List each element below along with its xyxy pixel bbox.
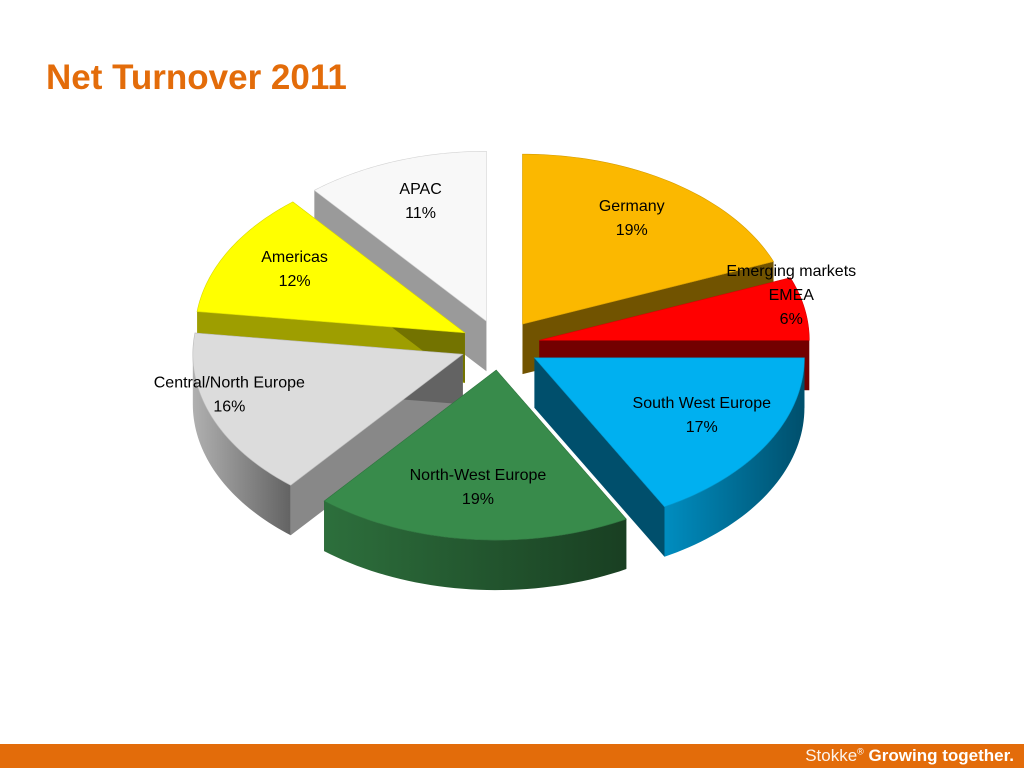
pie-value-label-emerging-markets-emea: 6% bbox=[780, 311, 803, 328]
pie-slice-cut-face-south-west-europe bbox=[534, 357, 665, 557]
pie-chart: Germany 19% Emerging markets EMEA 6% South We… bbox=[154, 150, 856, 591]
pie-label-germany: Germany 19% bbox=[599, 198, 665, 239]
pie-slice-south-west-europe bbox=[533, 357, 805, 557]
pie-label-north-west-europe: North-West Europe 19% bbox=[410, 467, 547, 508]
registered-mark: ® bbox=[857, 746, 864, 757]
pie-slice-top-americas bbox=[196, 201, 466, 334]
pie-slice-rim-south-west-europe bbox=[664, 357, 805, 557]
pie-value-label-germany: 19% bbox=[616, 222, 648, 239]
pie-value-label-americas: 12% bbox=[279, 273, 311, 290]
footer-bar: Stokke® Growing together. bbox=[0, 744, 1024, 768]
slide-title: Net Turnover 2011 bbox=[46, 58, 347, 97]
pie-slice-north-west-europe bbox=[323, 369, 627, 591]
pie-label-apac: APAC 11% bbox=[399, 181, 441, 222]
pie-value-label-south-west-europe: 17% bbox=[686, 419, 718, 436]
pie-value-label-central-north-europe: 16% bbox=[213, 398, 245, 415]
pie-category-label-emerging-markets-emea: Emerging markets bbox=[726, 263, 856, 280]
pie-slice-rim-central-north-europe bbox=[192, 354, 291, 536]
pie-label-central-north-europe: Central/North Europe 16% bbox=[154, 374, 305, 415]
pie-category-label-apac: APAC bbox=[399, 181, 441, 198]
pie-slice-top-south-west-europe bbox=[533, 357, 805, 508]
pie-category-label-emerging-markets-emea: EMEA bbox=[769, 287, 815, 304]
pie-slice-top-north-west-europe bbox=[323, 369, 627, 541]
pie-slice-americas bbox=[196, 201, 466, 383]
footer-brand: Stokke® Growing together. bbox=[805, 746, 1014, 766]
pie-slice-top-germany bbox=[522, 153, 775, 325]
pie-label-south-west-europe: South West Europe 17% bbox=[633, 395, 772, 436]
pie-label-emerging-markets-emea: Emerging markets EMEA 6% bbox=[726, 263, 856, 328]
brand-name: Stokke bbox=[805, 746, 858, 765]
pie-label-americas: Americas 12% bbox=[261, 249, 328, 290]
pie-slice-top-apac bbox=[313, 150, 487, 322]
pie-slice-rim-north-west-europe bbox=[324, 501, 627, 591]
pie-category-label-south-west-europe: South West Europe bbox=[633, 395, 772, 412]
pie-slice-top-emerging-markets-emea bbox=[539, 277, 810, 341]
pie-slice-top-central-north-europe bbox=[192, 332, 464, 486]
pie-labels: Germany 19% Emerging markets EMEA 6% South We… bbox=[154, 181, 856, 508]
pie-slice-central-north-europe bbox=[192, 332, 464, 536]
brand-tagline: Growing together. bbox=[868, 746, 1014, 765]
pie-value-label-north-west-europe: 19% bbox=[462, 491, 494, 508]
pie-slice-sides bbox=[192, 150, 810, 591]
pie-category-label-central-north-europe: Central/North Europe bbox=[154, 374, 305, 391]
pie-value-label-apac: 11% bbox=[405, 205, 436, 222]
pie-category-label-germany: Germany bbox=[599, 198, 665, 215]
pie-category-label-americas: Americas bbox=[261, 249, 328, 266]
pie-category-label-north-west-europe: North-West Europe bbox=[410, 467, 547, 484]
